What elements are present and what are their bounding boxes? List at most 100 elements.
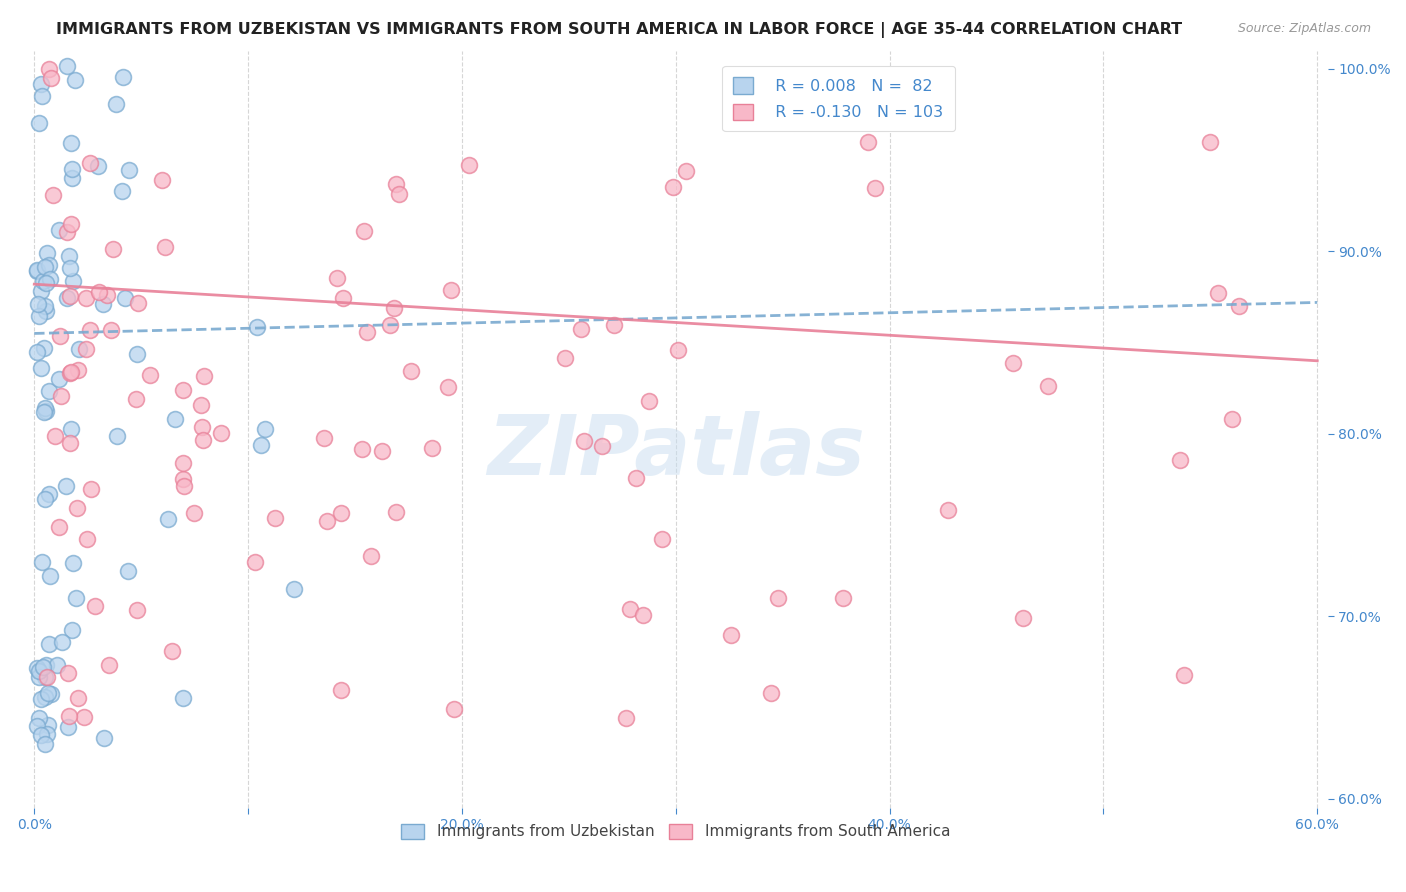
Point: [25, 719, 48, 733]
Point: [87, 285, 110, 299]
Point: [190, 398, 212, 412]
Point: [73, 710, 96, 724]
Point: [56, 225, 79, 239]
Point: [27, 297, 49, 311]
Point: [30, 284, 52, 298]
Point: [30, 361, 52, 376]
Point: [173, 478, 195, 492]
Point: [84, 599, 107, 613]
Point: [172, 384, 194, 398]
Point: [97, 658, 120, 673]
Point: [59, 366, 82, 380]
Point: [34, 341, 56, 355]
Point: [619, 602, 641, 616]
Point: [569, 322, 592, 336]
Point: [378, 318, 401, 333]
Point: [34, 737, 56, 751]
Point: [399, 363, 422, 377]
Point: [55, 479, 77, 493]
Point: [183, 506, 205, 520]
Point: [858, 135, 880, 149]
Point: [25, 345, 48, 359]
Point: [254, 422, 277, 436]
Point: [56, 720, 79, 734]
Point: [56, 59, 79, 73]
Point: [66, 501, 89, 516]
Point: [591, 439, 613, 453]
Point: [385, 178, 408, 192]
Point: [112, 70, 135, 84]
Point: [49, 328, 72, 343]
Point: [66, 363, 89, 377]
Point: [56, 666, 79, 681]
Point: [193, 368, 215, 383]
Point: [831, 591, 853, 606]
Point: [172, 456, 194, 470]
Point: [42, 188, 65, 202]
Point: [172, 472, 194, 486]
Point: [574, 434, 596, 449]
Point: [443, 702, 465, 716]
Point: [326, 270, 349, 285]
Point: [35, 657, 58, 672]
Point: [1012, 611, 1035, 625]
Point: [87, 159, 110, 173]
Point: [46, 658, 69, 673]
Point: [35, 304, 58, 318]
Point: [114, 292, 136, 306]
Point: [675, 163, 697, 178]
Point: [172, 691, 194, 706]
Point: [125, 347, 148, 361]
Point: [100, 323, 122, 337]
Point: [62, 556, 84, 570]
Point: [60, 364, 83, 378]
Point: [59, 435, 82, 450]
Point: [30, 77, 52, 91]
Point: [384, 301, 406, 315]
Point: [1173, 667, 1195, 681]
Point: [153, 240, 176, 254]
Point: [249, 438, 271, 452]
Point: [27, 263, 49, 277]
Point: [93, 731, 115, 745]
Point: [603, 318, 626, 332]
Point: [666, 343, 689, 357]
Point: [48, 223, 70, 237]
Point: [30, 692, 52, 706]
Point: [35, 670, 58, 684]
Point: [59, 217, 82, 231]
Point: [37, 718, 59, 732]
Point: [190, 420, 212, 434]
Point: [66, 690, 89, 705]
Point: [440, 283, 463, 297]
Point: [117, 564, 139, 578]
Point: [25, 262, 48, 277]
Point: [35, 404, 58, 418]
Point: [1038, 378, 1060, 392]
Point: [1199, 135, 1222, 149]
Point: [75, 343, 97, 357]
Point: [41, 70, 63, 85]
Point: [332, 291, 354, 305]
Point: [31, 660, 53, 674]
Point: [34, 299, 56, 313]
Point: [356, 325, 378, 339]
Text: Source: ZipAtlas.com: Source: ZipAtlas.com: [1237, 22, 1371, 36]
Point: [67, 342, 90, 356]
Point: [352, 442, 374, 456]
Point: [35, 276, 58, 290]
Point: [31, 274, 53, 288]
Point: [39, 687, 62, 701]
Point: [264, 511, 287, 525]
Point: [661, 180, 683, 194]
Point: [62, 274, 84, 288]
Point: [76, 532, 98, 546]
Point: [39, 272, 62, 286]
Point: [44, 429, 66, 443]
Point: [631, 607, 654, 622]
Point: [720, 628, 742, 642]
Point: [59, 422, 82, 436]
Point: [59, 136, 82, 150]
Point: [55, 291, 77, 305]
Point: [34, 260, 56, 274]
